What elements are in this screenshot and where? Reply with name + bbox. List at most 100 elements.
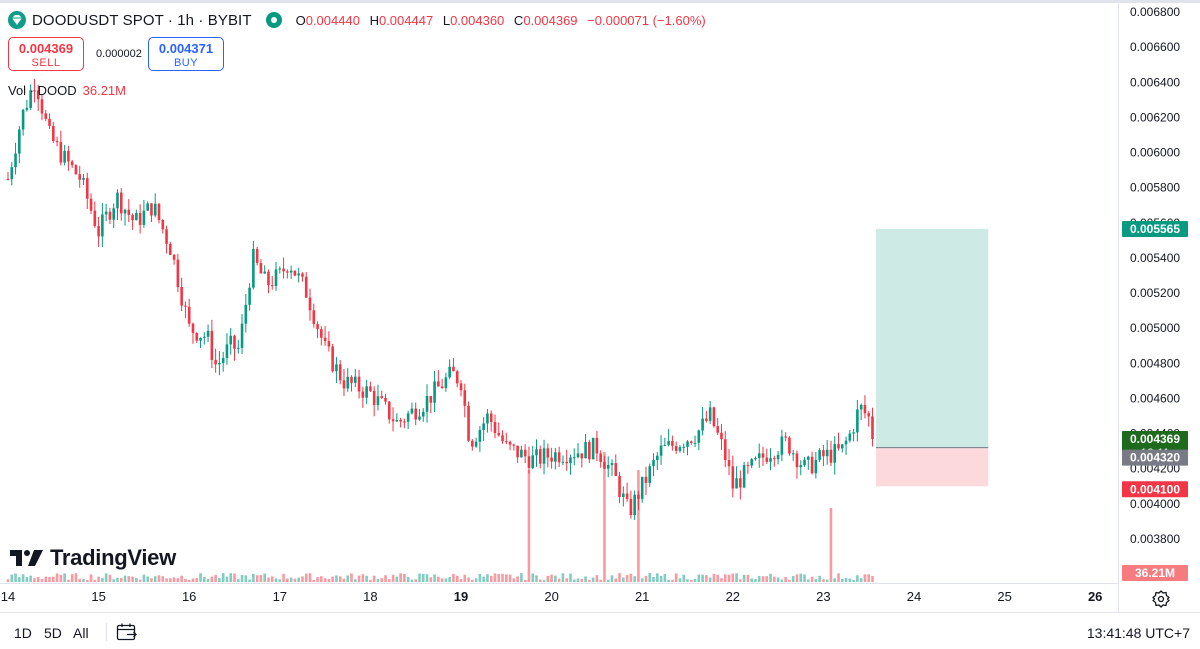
- candle-body: [387, 401, 391, 420]
- candle-body: [289, 270, 293, 273]
- candle-body: [312, 310, 316, 325]
- candle-body: [263, 271, 266, 274]
- volume-bar: [199, 573, 202, 582]
- visibility-eye-icon[interactable]: [265, 12, 282, 28]
- target-zone: [875, 228, 989, 448]
- candle-body: [225, 344, 229, 359]
- candle-body: [501, 435, 504, 442]
- volume-bar: [538, 579, 542, 582]
- volume-bar: [686, 579, 689, 582]
- volume-bar: [520, 573, 523, 582]
- volume-bar: [565, 578, 568, 582]
- volume-bar: [21, 574, 25, 582]
- x-tick-label: 19: [454, 589, 468, 604]
- candle-body: [512, 444, 516, 446]
- candle-body: [652, 460, 655, 467]
- x-tick-label: 22: [726, 589, 740, 604]
- x-tick-label: 18: [363, 589, 377, 604]
- candle-body: [70, 161, 74, 166]
- candle-body: [161, 219, 165, 230]
- range-5d-button[interactable]: 5D: [44, 625, 62, 641]
- volume-bar: [184, 579, 187, 582]
- candle-body: [252, 249, 255, 288]
- volume-bar: [384, 575, 387, 582]
- candle-body: [146, 203, 149, 211]
- candle-body: [25, 107, 29, 110]
- candle-body: [508, 441, 512, 445]
- candle-body: [693, 442, 697, 444]
- volume-bar: [263, 573, 266, 582]
- buy-label: BUY: [173, 57, 199, 69]
- volume-bar: [425, 574, 429, 582]
- candle-body: [395, 419, 399, 422]
- candle-body: [773, 458, 776, 460]
- volume-bar: [338, 576, 342, 582]
- candle-body: [335, 364, 338, 372]
- calendar-goto-icon[interactable]: [116, 622, 138, 642]
- candle-body: [769, 458, 772, 462]
- stop-price-label: 0.004100: [1122, 481, 1188, 498]
- candle-body: [516, 445, 519, 458]
- candle-body: [867, 413, 870, 417]
- volume-bar: [157, 575, 161, 582]
- price-axis-border: [1118, 0, 1119, 612]
- settings-gear-icon[interactable]: [1151, 589, 1171, 609]
- candle-body: [803, 459, 806, 466]
- candle-body: [837, 444, 840, 449]
- symbol-title[interactable]: DOODUSDT SPOT · 1h · BYBIT: [32, 11, 252, 29]
- volume-bar: [267, 577, 270, 582]
- candle-body: [85, 178, 89, 199]
- candle-body: [372, 390, 376, 405]
- price-chart[interactable]: 0.0038000.0040000.0042000.0044000.004600…: [0, 0, 1200, 612]
- candle-body: [588, 442, 591, 460]
- candle-body: [210, 330, 214, 360]
- low-value: 0.004360: [450, 12, 505, 28]
- volume-bar: [410, 579, 414, 582]
- volume-bar: [304, 573, 308, 582]
- utc-clock[interactable]: 13:41:48 UTC+7: [1086, 625, 1190, 641]
- y-tick-label: 0.006000: [1130, 146, 1180, 160]
- volume-bar: [761, 576, 765, 582]
- volume-bar: [622, 577, 625, 582]
- volume-bar: [825, 579, 829, 582]
- volume-bar: [750, 578, 753, 582]
- candle-body: [448, 366, 451, 378]
- volume-bar: [723, 574, 727, 582]
- range-all-button[interactable]: All: [73, 625, 89, 641]
- volume-bar: [335, 575, 338, 582]
- candle-body: [365, 386, 368, 398]
- candle-body: [746, 465, 750, 467]
- volume-bar: [78, 578, 82, 582]
- volume-bar: [561, 573, 565, 582]
- y-tick-label: 0.006200: [1130, 110, 1180, 124]
- volume-bar: [297, 577, 300, 582]
- volume-bar: [727, 574, 731, 582]
- volume-bar: [376, 579, 380, 582]
- candle-body: [776, 454, 780, 460]
- candle-body: [308, 297, 312, 311]
- volume-bar: [108, 574, 112, 582]
- volume-bar: [203, 576, 206, 582]
- volume-bar: [123, 575, 127, 582]
- range-1d-button[interactable]: 1D: [14, 625, 32, 641]
- volume-bar: [25, 577, 29, 582]
- volume-bar: [135, 578, 138, 582]
- buy-button[interactable]: 0.004371 BUY: [148, 37, 224, 71]
- candle-body: [795, 453, 799, 468]
- volume-bar: [840, 578, 844, 582]
- x-tick-label: 15: [91, 589, 105, 604]
- volume-bar: [387, 579, 391, 582]
- volume-bar: [36, 576, 40, 582]
- volume-legend[interactable]: Vol · DOOD 36.21M: [8, 83, 126, 98]
- target-price-label-text: 0.005565: [1130, 222, 1180, 236]
- candle-body: [656, 455, 659, 461]
- volume-bar: [169, 578, 172, 582]
- candle-body: [354, 376, 357, 383]
- candle-body: [297, 273, 300, 276]
- tradingview-logo[interactable]: TradingView: [10, 545, 176, 571]
- candle-body: [59, 142, 63, 163]
- candle-body: [229, 335, 233, 345]
- candle-body: [361, 391, 365, 398]
- sell-button[interactable]: 0.004369 SELL: [8, 37, 84, 71]
- candle-body: [199, 337, 202, 341]
